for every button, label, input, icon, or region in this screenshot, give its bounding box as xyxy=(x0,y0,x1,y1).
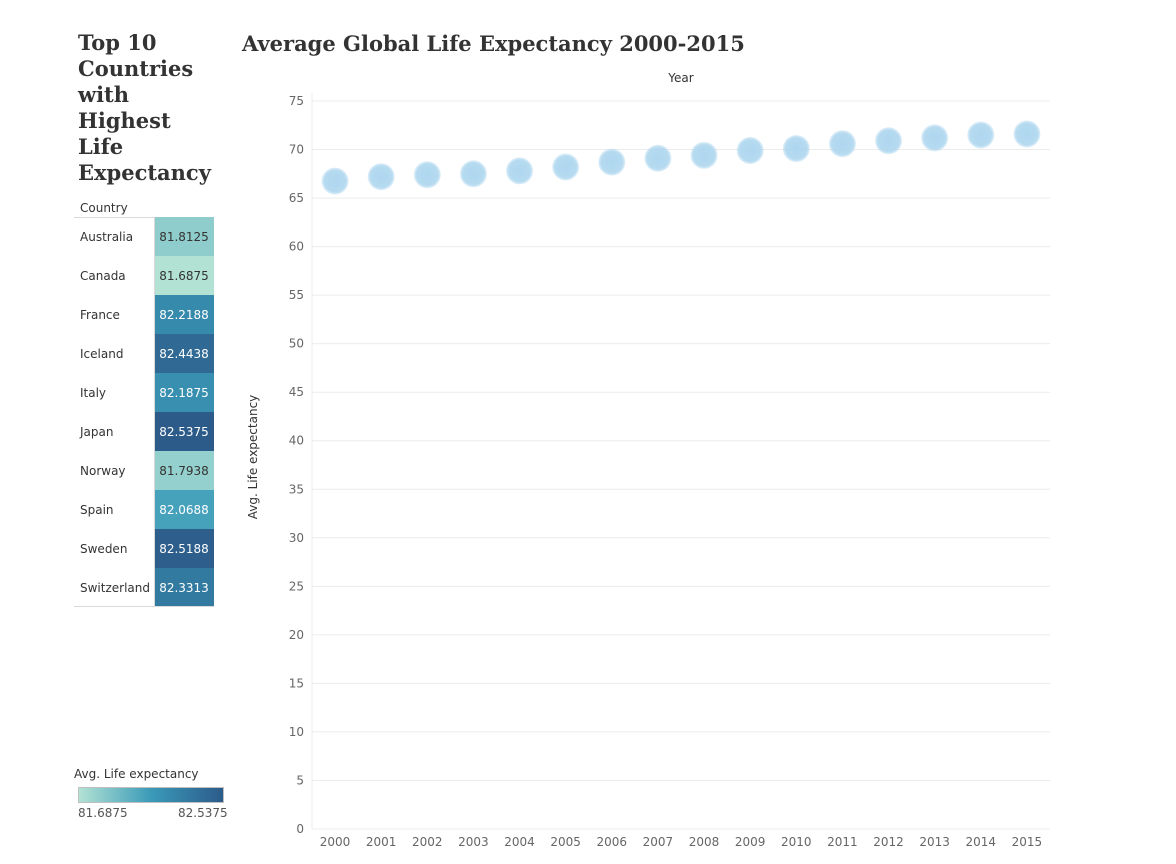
x-tick-label: 2012 xyxy=(873,835,904,849)
life-expectancy-cell: 82.5375 xyxy=(154,412,214,451)
life-expectancy-cell: 82.3313 xyxy=(154,568,214,607)
legend-title: Avg. Life expectancy xyxy=(74,767,199,781)
country-label: Iceland xyxy=(80,346,124,361)
y-tick-label: 20 xyxy=(289,628,304,642)
data-point xyxy=(1013,120,1041,148)
table-row: Iceland 82.4438 xyxy=(74,334,214,373)
country-label: Japan xyxy=(80,424,114,439)
y-tick-label: 50 xyxy=(289,337,304,351)
data-point xyxy=(736,137,764,165)
country-label: France xyxy=(80,307,120,322)
table-bottom-rule xyxy=(74,606,214,607)
x-tick-label: 2001 xyxy=(366,835,397,849)
x-tick-label: 2009 xyxy=(735,835,766,849)
legend-max-label: 82.5375 xyxy=(178,806,228,820)
y-tick-label: 5 xyxy=(296,773,304,787)
y-tick-label: 65 xyxy=(289,191,304,205)
x-tick-label: 2004 xyxy=(504,835,535,849)
y-tick-label: 10 xyxy=(289,725,304,739)
table-row: France 82.2188 xyxy=(74,295,214,334)
y-tick-label: 75 xyxy=(289,94,304,108)
data-point xyxy=(552,153,580,181)
y-tick-label: 35 xyxy=(289,482,304,496)
x-tick-label: 2002 xyxy=(412,835,443,849)
highlight-table: Australia 81.8125 Canada 81.6875 France 82.21… xyxy=(74,217,214,607)
y-tick-label: 40 xyxy=(289,434,304,448)
x-tick-label: 2007 xyxy=(643,835,674,849)
life-expectancy-cell: 82.0688 xyxy=(154,490,214,529)
y-tick-label: 70 xyxy=(289,143,304,157)
table-row: Norway 81.7938 xyxy=(74,451,214,490)
x-tick-label: 2003 xyxy=(458,835,489,849)
chart-title: Average Global Life Expectancy 2000-2015 xyxy=(242,31,745,56)
country-label: Italy xyxy=(80,385,107,400)
country-label: Canada xyxy=(80,268,126,283)
country-label: Switzerland xyxy=(80,580,150,595)
x-axis-label: Year xyxy=(667,71,693,85)
table-separator xyxy=(154,217,155,607)
table-row: Italy 82.1875 xyxy=(74,373,214,412)
x-tick-label: 2005 xyxy=(550,835,581,849)
table-row: Switzerland 82.3313 xyxy=(74,568,214,607)
y-tick-label: 30 xyxy=(289,531,304,545)
y-tick-label: 25 xyxy=(289,579,304,593)
x-tick-label: 2006 xyxy=(597,835,628,849)
y-tick-label: 55 xyxy=(289,288,304,302)
country-label: Australia xyxy=(80,229,134,244)
data-point xyxy=(875,127,903,155)
life-expectancy-cell: 81.6875 xyxy=(154,256,214,295)
table-row: Sweden 82.5188 xyxy=(74,529,214,568)
data-point xyxy=(598,148,626,176)
table-row: Spain 82.0688 xyxy=(74,490,214,529)
side-title: Top 10 Countries with Highest Life Expec… xyxy=(78,30,211,185)
data-point xyxy=(413,161,441,189)
life-expectancy-cell: 82.4438 xyxy=(154,334,214,373)
data-point xyxy=(506,157,534,185)
x-tick-label: 2010 xyxy=(781,835,812,849)
y-tick-label: 0 xyxy=(296,822,304,836)
x-tick-label: 2013 xyxy=(919,835,950,849)
legend-min-label: 81.6875 xyxy=(78,806,128,820)
x-tick-label: 2000 xyxy=(320,835,351,849)
table-row: Japan 82.5375 xyxy=(74,412,214,451)
life-expectancy-cell: 82.1875 xyxy=(154,373,214,412)
data-point xyxy=(321,167,349,195)
table-header-rule xyxy=(74,217,154,218)
data-point xyxy=(828,130,856,158)
life-expectancy-cell: 82.5188 xyxy=(154,529,214,568)
data-point xyxy=(782,135,810,163)
y-tick-label: 15 xyxy=(289,676,304,690)
data-point xyxy=(690,141,718,169)
life-expectancy-cell: 81.8125 xyxy=(154,217,214,256)
life-expectancy-cell: 81.7938 xyxy=(154,451,214,490)
data-point xyxy=(644,144,672,172)
y-tick-label: 60 xyxy=(289,240,304,254)
table-header-country: Country xyxy=(80,201,128,215)
y-axis-label: Avg. Life expectancy xyxy=(246,395,260,520)
data-point xyxy=(459,160,487,188)
data-point xyxy=(921,124,949,152)
data-point xyxy=(967,121,995,149)
life-expectancy-cell: 82.2188 xyxy=(154,295,214,334)
x-tick-label: 2014 xyxy=(966,835,997,849)
country-label: Norway xyxy=(80,463,126,478)
country-label: Sweden xyxy=(80,541,128,556)
table-row: Canada 81.6875 xyxy=(74,256,214,295)
x-tick-label: 2015 xyxy=(1012,835,1043,849)
table-row: Australia 81.8125 xyxy=(74,217,214,256)
x-tick-label: 2008 xyxy=(689,835,720,849)
data-point xyxy=(367,163,395,191)
color-legend-gradient xyxy=(78,787,224,803)
x-tick-label: 2011 xyxy=(827,835,858,849)
country-label: Spain xyxy=(80,502,114,517)
y-tick-label: 45 xyxy=(289,385,304,399)
